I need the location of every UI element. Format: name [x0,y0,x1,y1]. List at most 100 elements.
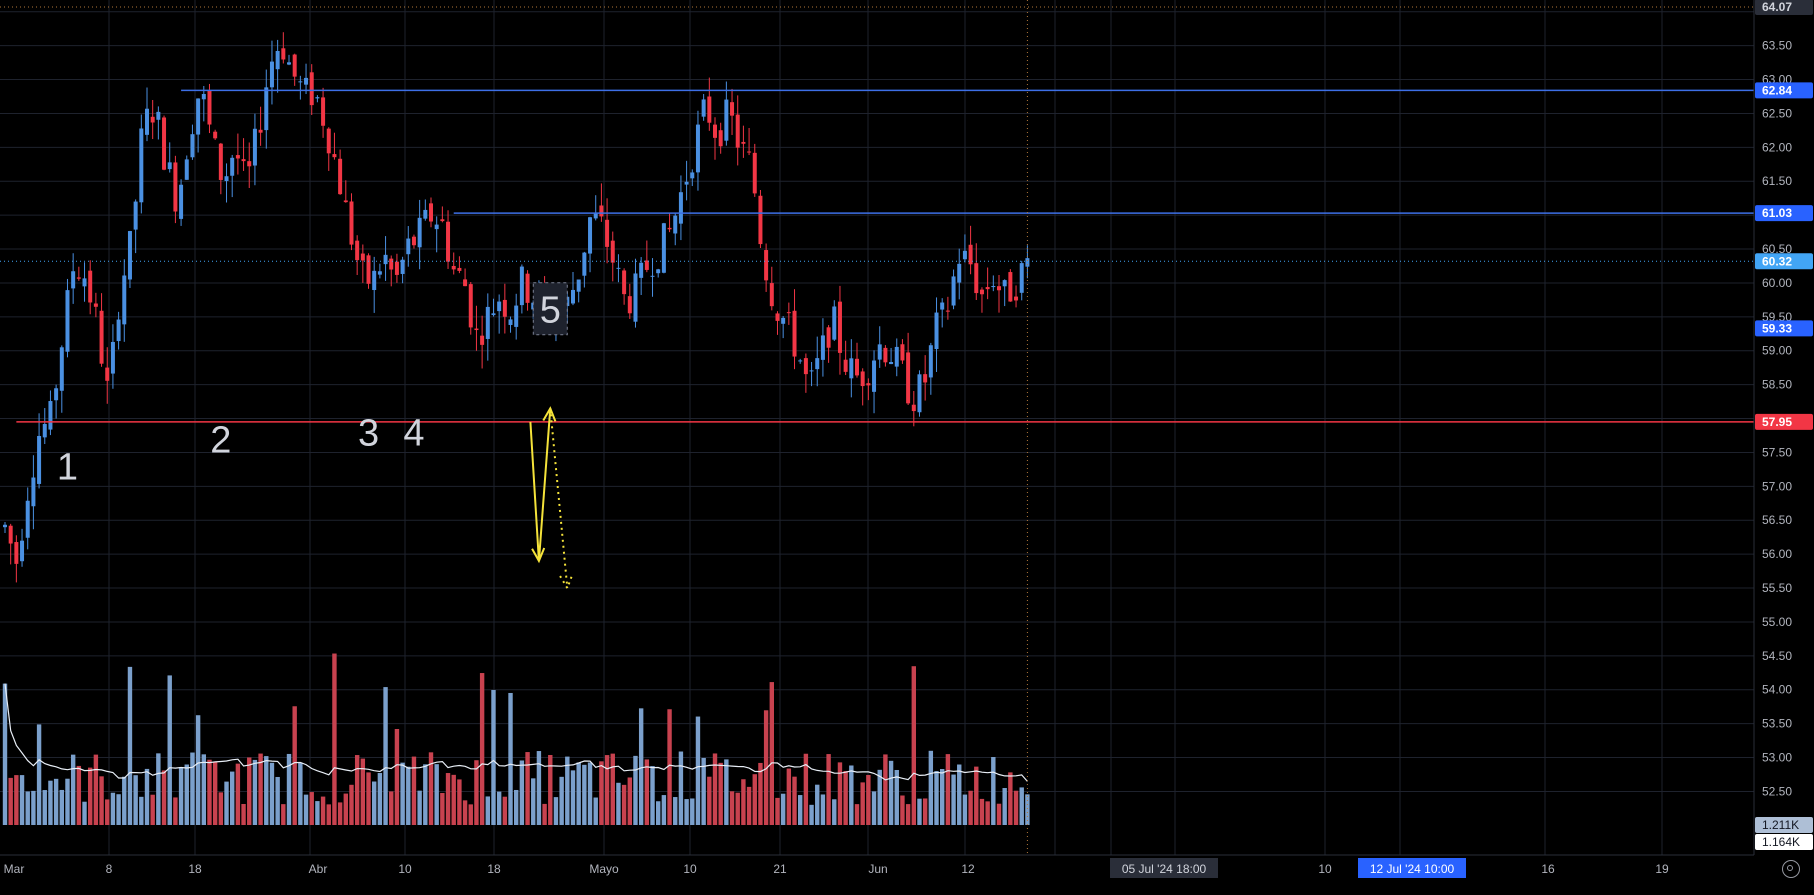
volume-bar [752,774,757,825]
volume-bar [1025,794,1030,825]
candle-body [667,227,672,230]
volume-ma-line [4,683,1028,782]
volume-bar [417,790,422,825]
time-tick-label: 18 [188,862,202,876]
volume-bar [815,784,820,825]
candle-body [985,287,990,290]
volume-bar [269,762,275,825]
price-axis-background [1754,0,1814,890]
price-tick-label: 56.50 [1762,513,1792,527]
volume-bar [400,762,405,825]
projection-dotted-path [549,408,569,589]
volume-bar [644,759,650,825]
candle-body [264,87,269,131]
candle-body [644,260,649,270]
volume-bar [42,790,47,825]
volume-bar [247,757,252,825]
candle-body [752,152,757,194]
price-badge-label: 60.32 [1762,254,1792,268]
candle-body [974,263,979,294]
time-tick-label: Abr [309,862,328,876]
candle-body [820,335,825,360]
candle-body [485,306,490,339]
candle-body [519,266,524,306]
candle-body [423,209,428,219]
candle-body [281,48,286,60]
price-badge-label: 64.07 [1762,0,1792,14]
candle-body [508,319,513,325]
volume-bar [996,803,1002,825]
candle-body [349,201,354,245]
grid-lines [0,0,1754,855]
volume-bar [207,759,212,825]
volume-bar [25,791,30,825]
volume-bar [275,776,280,825]
candle-body [105,367,110,381]
candle-body [167,162,172,170]
volume-bar [48,780,53,825]
volume-bar [394,728,400,825]
volume-bar [968,790,973,825]
annotation-label: 1 [57,447,78,489]
settings-gear-icon[interactable] [1782,860,1800,878]
candle-body [451,265,456,270]
candle-body [786,312,791,314]
volume-bar [122,776,127,825]
candle-body [616,267,621,269]
candle-body [599,205,604,217]
volume-bar [678,751,684,825]
volume-bar [729,791,735,825]
annotation-label: 5 [540,290,561,332]
volume-bar [440,793,445,825]
candle-body [502,299,507,317]
volume-bar [423,764,428,825]
volume-bar [479,673,485,825]
candle-body [781,317,786,324]
volume-bar [502,796,508,825]
candle-body [627,296,632,314]
candle-body [571,289,575,304]
candle-body [394,261,399,275]
candle-body [1002,280,1007,287]
volume-badge-label: 1.211K [1762,818,1799,832]
volume-bar [991,757,996,825]
volume-bar [553,797,559,825]
volume-bar [1008,772,1013,825]
candle-body [758,195,763,245]
volume-bar [701,757,706,825]
price-tick-label: 53.00 [1762,751,1792,765]
volume-bar [536,751,542,825]
volume-bar [184,764,189,825]
volume-badge [1755,817,1813,833]
candle-body [1014,296,1019,301]
candle-body [37,435,42,484]
candle-body [1025,258,1030,267]
volume-bar [389,791,394,825]
time-tick-label: 16 [1541,862,1555,876]
volume-bar [195,715,201,825]
candle-body [803,358,808,375]
candle-body [292,54,297,77]
volume-bar [235,763,241,825]
price-tick-label: 53.50 [1762,717,1792,731]
candle-body [934,312,939,350]
time-tick-label: 21 [773,862,787,876]
volume-bar [928,750,934,825]
candle-body [8,525,13,544]
candle-body [991,285,996,288]
candle-body [304,77,309,85]
price-badge [1755,320,1813,337]
crosshair-time-label: 05 Jul '24 18:00 [1122,862,1207,876]
candle-body [860,371,865,387]
volume-bar [201,754,206,825]
price-tick-label: 54.00 [1762,683,1792,697]
candle-body [997,286,1001,291]
volume-bar [127,666,133,825]
candle-body [826,327,831,348]
volume-bar [832,799,837,825]
candle-body [656,269,661,274]
volume-bar [514,789,519,825]
volume-bar [258,753,263,825]
